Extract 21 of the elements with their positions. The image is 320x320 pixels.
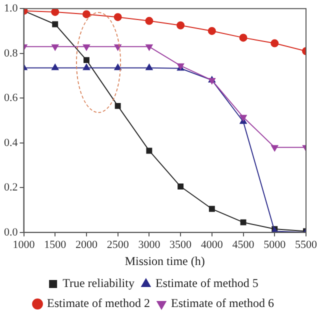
x-tick-label: 1000 bbox=[12, 238, 36, 251]
x-tick-label: 5000 bbox=[264, 238, 286, 251]
y-tick-label: 0.8 bbox=[4, 47, 18, 60]
x-tick-label: 2000 bbox=[75, 238, 98, 251]
x-tick-label: 2500 bbox=[106, 238, 130, 251]
legend-label: Estimate of method 2 bbox=[47, 296, 150, 310]
y-tick-label: 0.4 bbox=[4, 136, 18, 149]
y-tick-label: 0.0 bbox=[4, 226, 18, 238]
x-axis-title: Mission time (h) bbox=[124, 254, 205, 268]
y-tick-label: 0.6 bbox=[4, 92, 18, 104]
legend-label: Estimate of method 6 bbox=[171, 296, 274, 310]
x-tick-label: 3000 bbox=[138, 238, 161, 251]
x-tick-label: 1500 bbox=[44, 238, 67, 251]
y-tick-label: 0.2 bbox=[4, 182, 18, 194]
x-tick-label: 4000 bbox=[200, 238, 224, 251]
x-tick-label: 3500 bbox=[170, 238, 192, 251]
x-tick-label: 5500 bbox=[295, 238, 318, 251]
legend-label: True reliability bbox=[62, 276, 134, 290]
legend-label: Estimate of method 5 bbox=[155, 276, 258, 290]
y-tick-label: 1.0 bbox=[4, 2, 18, 14]
x-tick-label: 4500 bbox=[232, 238, 255, 251]
